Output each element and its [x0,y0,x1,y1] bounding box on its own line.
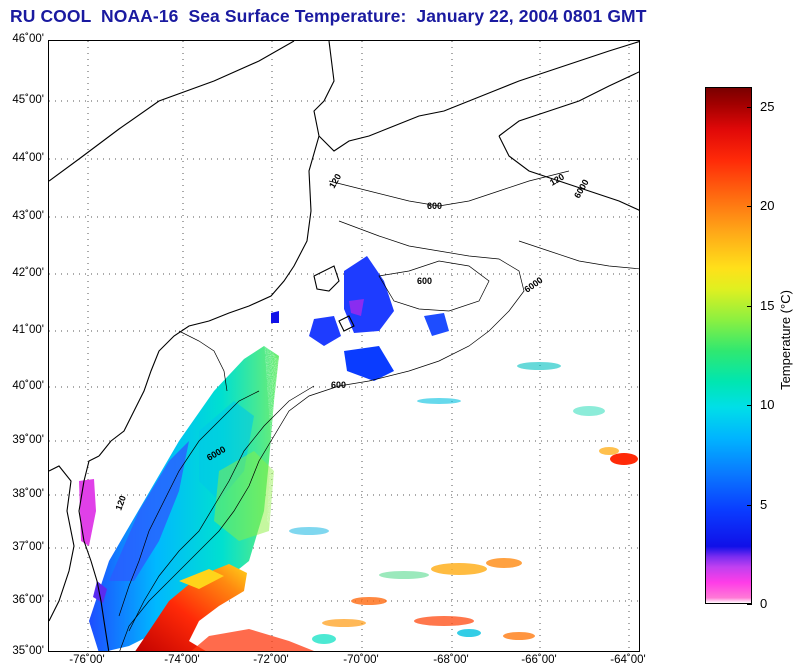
isobath-label: 600 [331,380,346,390]
coastline [49,41,639,651]
sst-offshore-patches [289,362,638,644]
colorbar-tick-label: 20 [760,198,775,214]
isobath-label: 6000 [522,275,544,295]
isobaths [118,170,639,651]
colorbar-tick-label: 25 [760,98,775,114]
colorbar-label-wrap: Temperature (°C) [778,290,798,390]
lon-label-74: -74˚00' [164,654,200,666]
lon-label-72: -72˚00' [253,654,289,666]
lat-label-46: 46˚00' [12,33,44,45]
lon-label-64: -64˚00' [610,654,646,666]
isobath-label: 600 [427,201,442,211]
lat-label-40: 40˚00' [12,380,44,392]
colorbar-tick-mark [747,305,752,307]
sst-map-canvas: 120 600 6000 120 600 6000 600 120 6000 [49,41,639,651]
colorbar-label: Temperature (°C) [778,290,793,390]
colorbar-tick-mark [747,604,752,605]
lat-label-44: 44˚00' [12,152,44,164]
colorbar-tick-mark [747,206,752,208]
colorbar-tick-label: 15 [760,297,775,313]
temperature-colorbar [705,87,752,604]
lat-lon-grid [49,41,639,651]
lon-label-66: -66˚00' [521,654,557,666]
lon-label-68: -68˚00' [433,654,469,666]
lat-label-35: 35˚00' [12,645,44,657]
isobath-label: 120 [327,172,343,190]
lat-label-39: 39˚00' [12,434,44,446]
lon-label-76: -76˚00' [69,654,105,666]
colorbar-tick-label: 10 [760,397,775,413]
isobath-label: 120 [113,494,128,512]
sst-cold-patches [271,256,449,381]
lat-label-41: 41˚00' [12,324,44,336]
isobath-label: 600 [417,276,432,286]
lat-label-42: 42˚00' [12,267,44,279]
lon-label-70: -70˚00' [343,654,379,666]
map-title: RU COOL NOAA-16 Sea Surface Temperature:… [10,6,647,26]
sst-gulf-stream [135,564,314,651]
colorbar-tick-mark [747,504,752,506]
colorbar-tick-mark [747,106,752,108]
colorbar-tick-mark [747,405,752,407]
lat-label-45: 45˚00' [12,94,44,106]
colorbar-tick-label: 0 [760,596,768,611]
lat-label-38: 38˚00' [12,488,44,500]
lat-label-37: 37˚00' [12,541,44,553]
lat-label-36: 36˚00' [12,594,44,606]
lat-label-43: 43˚00' [12,210,44,222]
isobath-label: 6000 [572,178,591,200]
sst-map[interactable]: 120 600 6000 120 600 6000 600 120 6000 [48,40,640,652]
colorbar-tick-label: 5 [760,496,768,512]
isobath-label: 120 [548,172,566,188]
